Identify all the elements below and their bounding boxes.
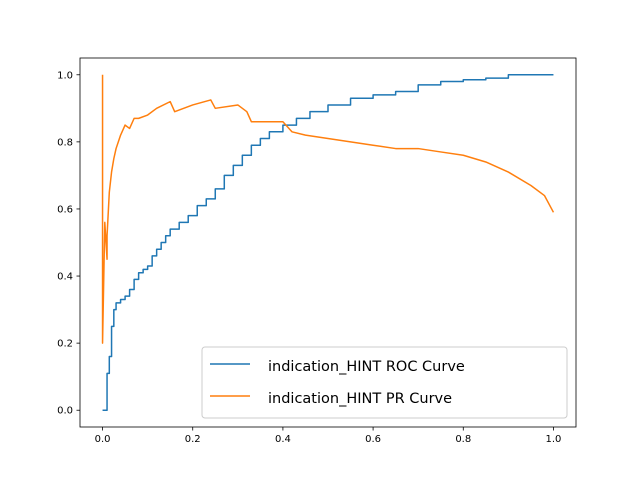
x-tick-label: 0.2	[185, 434, 201, 445]
y-tick-label: 0.6	[57, 204, 73, 215]
x-tick-label: 0.0	[95, 434, 111, 445]
legend-box	[201, 346, 568, 419]
legend-label-roc: indication_HINT ROC Curve	[268, 359, 465, 375]
series-lines	[101, 74, 555, 411]
x-tick-label: 1.0	[546, 434, 562, 445]
axes: 0.0 0.2 0.4 0.6 0.8 1.0 0.0 0.2 0.4 0.6 0.8 1.0	[57, 57, 577, 445]
y-tick-label: 1.0	[57, 70, 73, 81]
axes-frame	[79, 57, 577, 428]
y-tick-label: 0.4	[57, 272, 73, 283]
x-tick-label: 0.6	[365, 434, 381, 445]
series-line-pr	[101, 74, 555, 344]
legend: indication_HINT ROC Curve indication_HINT…	[201, 346, 568, 419]
x-tick-label: 0.4	[275, 434, 291, 445]
series-line-roc	[102, 74, 554, 411]
x-tick-label: 0.8	[455, 434, 471, 445]
y-tick-label: 0.2	[57, 339, 73, 350]
y-tick-label: 0.8	[57, 137, 73, 148]
y-tick-label: 0.0	[57, 406, 73, 417]
legend-label-pr: indication_HINT PR Curve	[268, 391, 452, 407]
